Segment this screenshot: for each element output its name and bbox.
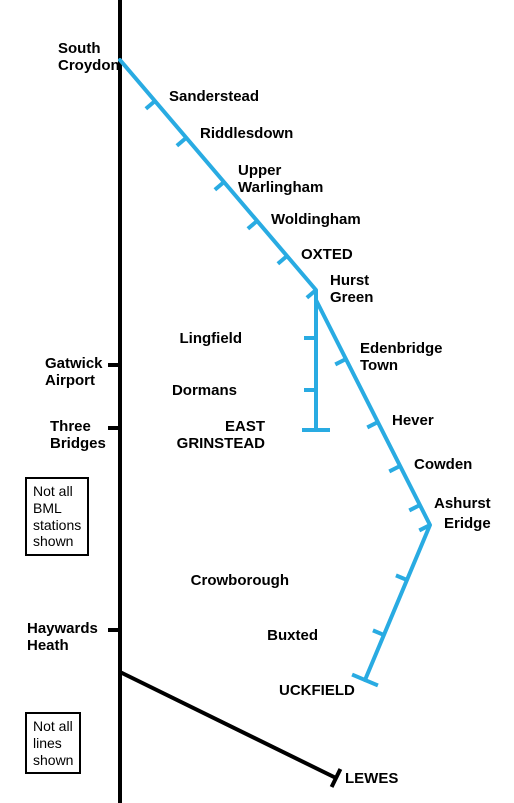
hever-label: Hever — [392, 412, 434, 429]
upper-warlingham-label: UpperWarlingham — [238, 162, 323, 197]
buxted-label: Buxted — [267, 627, 318, 644]
ashurst-label: Ashurst — [434, 495, 491, 512]
hurst-green-label: HurstGreen — [330, 272, 373, 307]
note-lines: Not alllinesshown — [25, 712, 81, 774]
oxted-label: OXTED — [301, 246, 353, 263]
haywards-heath-label: HaywardsHeath — [27, 620, 98, 655]
three-bridges-label: ThreeBridges — [50, 418, 106, 453]
riddlesdown-label: Riddlesdown — [200, 125, 293, 142]
dormans-label: Dormans — [172, 382, 237, 399]
gatwick-airport-label: GatwickAirport — [45, 355, 103, 390]
edenbridge-town-label: EdenbridgeTown — [360, 340, 443, 375]
woldingham-label: Woldingham — [271, 211, 361, 228]
uckfield-label: UCKFIELD — [279, 682, 355, 699]
south-croydon-label: SouthCroydon — [58, 40, 120, 75]
cowden-label: Cowden — [414, 456, 472, 473]
eridge-label: Eridge — [444, 515, 491, 532]
crowborough-label: Crowborough — [191, 572, 289, 589]
lewes-label: LEWES — [345, 770, 398, 787]
sanderstead-label: Sanderstead — [169, 88, 259, 105]
east-grinstead-label: EASTGRINSTEAD — [177, 418, 265, 453]
lingfield-label: Lingfield — [180, 330, 243, 347]
note-bml: Not allBMLstationsshown — [25, 477, 89, 556]
rail-diagram — [0, 0, 514, 803]
